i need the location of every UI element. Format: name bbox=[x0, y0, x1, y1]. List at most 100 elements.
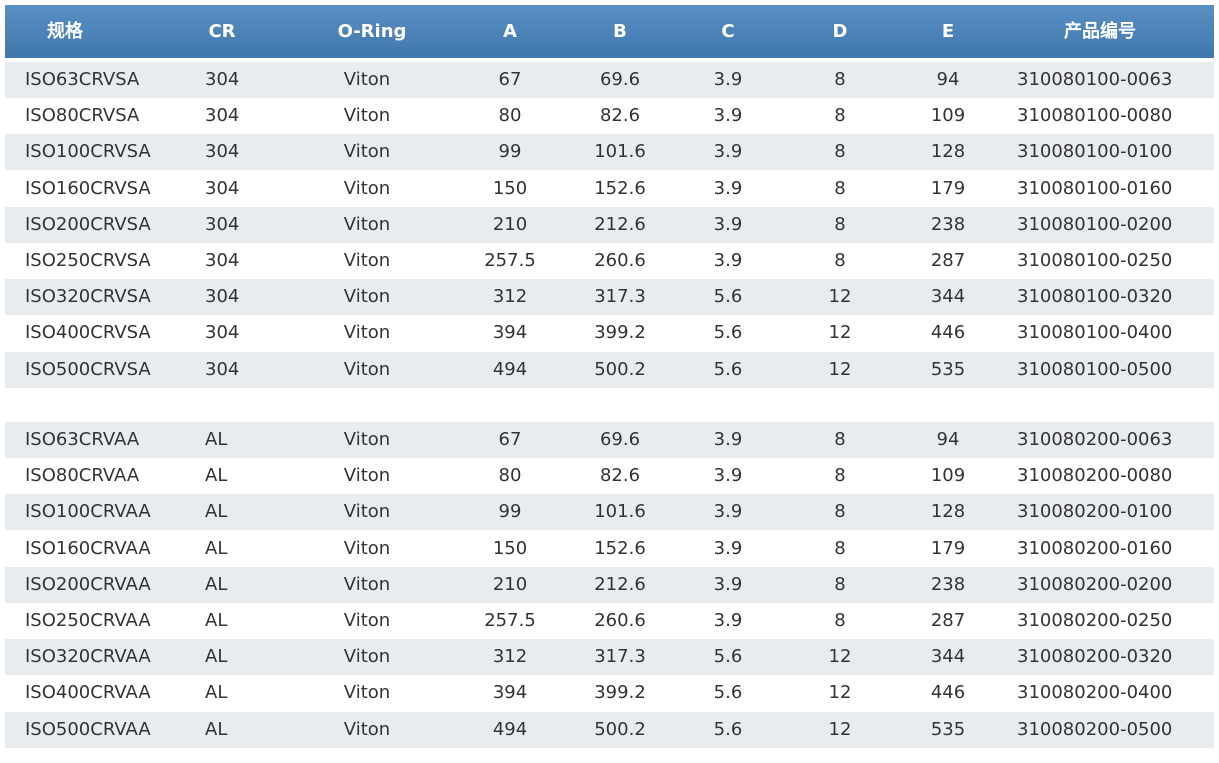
table-cell: AL bbox=[205, 718, 228, 740]
table-cell: 310080200-0200 bbox=[1017, 573, 1173, 595]
table-cell: 310080100-0320 bbox=[1017, 286, 1173, 308]
table-cell: 500.2 bbox=[594, 358, 646, 380]
table-cell: 535 bbox=[930, 718, 966, 740]
table-cell: 5.6 bbox=[713, 682, 743, 704]
table-cell: 310080100-0500 bbox=[1017, 358, 1173, 380]
table-cell: 304 bbox=[205, 250, 240, 271]
table-cell: 94 bbox=[936, 429, 960, 450]
header-cell: CR bbox=[208, 21, 236, 42]
header-cell: D bbox=[832, 21, 848, 42]
table-cell: 310080200-0500 bbox=[1017, 718, 1173, 740]
table-cell: 8 bbox=[834, 610, 846, 631]
table-cell: 12 bbox=[828, 322, 852, 344]
table-cell: Viton bbox=[343, 358, 391, 380]
table-cell: 69.6 bbox=[599, 429, 641, 450]
header-cell: C bbox=[721, 21, 735, 42]
table-cell: 535 bbox=[930, 358, 966, 380]
table-cell: 446 bbox=[930, 682, 966, 704]
table-cell: 152.6 bbox=[594, 537, 646, 559]
table-cell: 310080100-0160 bbox=[1017, 177, 1173, 199]
header-cell: B bbox=[613, 21, 627, 42]
table-cell: 3.9 bbox=[713, 429, 743, 450]
table-row: ISO320CRVAA AL Viton 312 317.3 5.6 12 344 310080… bbox=[5, 639, 1214, 676]
table-row: ISO100CRVAA AL Viton 99 101.6 3.9 8 128 31008020… bbox=[5, 494, 1214, 531]
table-cell: Viton bbox=[343, 250, 391, 271]
table-cell: 304 bbox=[205, 322, 240, 344]
table-row: ISO63CRVSA 304 Viton 67 69.6 3.9 8 94 310080100-… bbox=[5, 62, 1214, 98]
table-cell: 8 bbox=[834, 250, 846, 271]
table-row: ISO80CRVSA 304 Viton 80 82.6 3.9 8 109 310080100… bbox=[5, 98, 1214, 135]
table-cell: 67 bbox=[498, 69, 522, 90]
table-cell: 150 bbox=[492, 537, 528, 559]
table-cell: 80 bbox=[498, 465, 522, 487]
table-cell: 310080100-0100 bbox=[1017, 141, 1173, 163]
table-cell: AL bbox=[205, 646, 228, 668]
table-cell: 260.6 bbox=[594, 250, 646, 271]
table-cell: ISO63CRVSA bbox=[25, 69, 140, 90]
table-cell: 179 bbox=[930, 537, 966, 559]
table-cell: 257.5 bbox=[484, 610, 536, 631]
table-cell: 3.9 bbox=[713, 537, 743, 559]
table-cell: 8 bbox=[834, 69, 846, 90]
table-cell: 304 bbox=[205, 358, 240, 380]
table-cell: ISO200CRVSA bbox=[25, 213, 151, 235]
table-cell: Viton bbox=[343, 286, 391, 308]
table-cell: 304 bbox=[205, 69, 240, 90]
table-cell: 109 bbox=[930, 465, 966, 487]
table-row: ISO160CRVSA 304 Viton 150 152.6 3.9 8 179 310080… bbox=[5, 170, 1214, 207]
table-cell: ISO160CRVAA bbox=[25, 537, 151, 559]
table-cell: 5.6 bbox=[713, 718, 743, 740]
table-cell: Viton bbox=[343, 646, 391, 668]
table-cell: 8 bbox=[834, 141, 846, 163]
table-cell: ISO160CRVSA bbox=[25, 177, 151, 199]
table-row: ISO63CRVAA AL Viton 67 69.6 3.9 8 94 310080200-0… bbox=[5, 422, 1214, 458]
table-cell: 12 bbox=[828, 718, 852, 740]
table-cell: 399.2 bbox=[594, 682, 646, 704]
table-cell: AL bbox=[205, 573, 228, 595]
table-cell: Viton bbox=[343, 573, 391, 595]
table-cell: 344 bbox=[930, 646, 966, 668]
table-cell: 304 bbox=[205, 141, 240, 163]
table-cell: 99 bbox=[498, 141, 522, 163]
table-cell: 310080200-0063 bbox=[1017, 429, 1173, 450]
table-cell: 8 bbox=[834, 501, 846, 523]
table-cell: 3.9 bbox=[713, 177, 743, 199]
table-cell: ISO80CRVSA bbox=[25, 105, 140, 127]
table-cell: 312 bbox=[492, 286, 528, 308]
header-cell: O-Ring bbox=[337, 21, 407, 42]
table-cell: 394 bbox=[492, 322, 528, 344]
header-cell: E bbox=[941, 21, 955, 42]
header-cell: 产品编号 bbox=[1064, 21, 1136, 42]
table-cell: 94 bbox=[936, 69, 960, 90]
table-cell: AL bbox=[205, 610, 228, 631]
table-cell: ISO250CRVSA bbox=[25, 250, 151, 271]
table-cell: 3.9 bbox=[713, 250, 743, 271]
table-cell: 5.6 bbox=[713, 322, 743, 344]
table-cell: Viton bbox=[343, 718, 391, 740]
header-cell: A bbox=[503, 21, 517, 42]
table-cell: 12 bbox=[828, 286, 852, 308]
table-cell: 210 bbox=[492, 573, 528, 595]
table-cell: Viton bbox=[343, 501, 391, 523]
table-cell: Viton bbox=[343, 177, 391, 199]
table-cell: 3.9 bbox=[713, 501, 743, 523]
table-row: ISO320CRVSA 304 Viton 312 317.3 5.6 12 344 31008… bbox=[5, 279, 1214, 316]
table-cell: 394 bbox=[492, 682, 528, 704]
table-cell: 3.9 bbox=[713, 573, 743, 595]
table-row: ISO250CRVSA 304 Viton 257.5 260.6 3.9 8 287 3100… bbox=[5, 243, 1214, 279]
table-cell: 99 bbox=[498, 501, 522, 523]
table-cell: 3.9 bbox=[713, 465, 743, 487]
table-cell: 310080200-0100 bbox=[1017, 501, 1173, 523]
table-cell: 80 bbox=[498, 105, 522, 127]
table-cell: Viton bbox=[343, 213, 391, 235]
table-cell: Viton bbox=[343, 537, 391, 559]
table-row: ISO200CRVSA 304 Viton 210 212.6 3.9 8 238 310080… bbox=[5, 206, 1214, 243]
table-cell: 3.9 bbox=[713, 69, 743, 90]
table-cell: 152.6 bbox=[594, 177, 646, 199]
table-cell: 310080100-0200 bbox=[1017, 213, 1173, 235]
table-cell: 494 bbox=[492, 358, 528, 380]
table-cell: ISO100CRVAA bbox=[25, 501, 151, 523]
table-cell: 67 bbox=[498, 429, 522, 450]
table-cell: Viton bbox=[343, 682, 391, 704]
